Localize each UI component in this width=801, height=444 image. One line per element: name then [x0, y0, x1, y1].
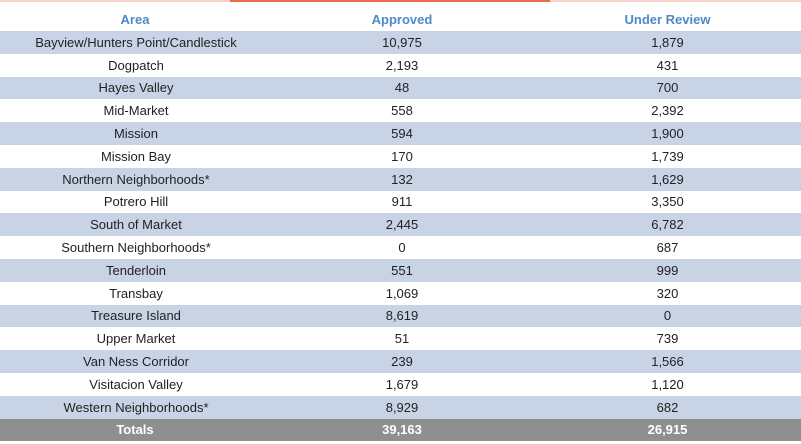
approved-cell: 911	[270, 190, 534, 214]
approved-cell: 2,445	[270, 213, 534, 237]
under-review-cell: 1,120	[534, 372, 801, 396]
under-review-cell: 0	[534, 304, 801, 328]
area-cell: Transbay	[0, 281, 270, 305]
under-review-cell: 3,350	[534, 190, 801, 214]
table-row: Treasure Island 8,619 0	[0, 304, 801, 328]
approved-cell: 8,929	[270, 395, 534, 419]
approved-cell: 10,975	[270, 31, 534, 54]
approved-cell: 48	[270, 76, 534, 100]
approved-cell: 51	[270, 327, 534, 351]
area-cell: Hayes Valley	[0, 76, 270, 100]
area-cell: Tenderloin	[0, 258, 270, 282]
area-cell: Southern Neighborhoods*	[0, 236, 270, 259]
housing-pipeline-table: Area Approved Under Review Bayview/Hunte…	[0, 8, 801, 441]
table-row: South of Market 2,445 6,782	[0, 213, 801, 237]
table-body: Bayview/Hunters Point/Candlestick 10,975 1…	[0, 31, 801, 419]
area-cell: Dogpatch	[0, 53, 270, 77]
approved-cell: 8,619	[270, 304, 534, 328]
totals-row: Totals 39,163 26,915	[0, 418, 801, 441]
under-review-cell: 1,566	[534, 350, 801, 373]
table-row: Mission Bay 170 1,739	[0, 144, 801, 168]
approved-cell: 558	[270, 99, 534, 123]
area-cell: Visitacion Valley	[0, 372, 270, 396]
table-row: Bayview/Hunters Point/Candlestick 10,975 1…	[0, 31, 801, 54]
under-review-cell: 700	[534, 76, 801, 100]
approved-cell: 1,679	[270, 372, 534, 396]
table-row: Potrero Hill 911 3,350	[0, 190, 801, 214]
table-row: Tenderloin 551 999	[0, 258, 801, 282]
approved-cell: 132	[270, 167, 534, 191]
column-header-approved[interactable]: Approved	[270, 8, 534, 31]
under-review-cell: 1,879	[534, 31, 801, 54]
table-row: Dogpatch 2,193 431	[0, 53, 801, 77]
under-review-cell: 1,629	[534, 167, 801, 191]
table-row: Mid-Market 558 2,392	[0, 99, 801, 123]
approved-cell: 1,069	[270, 281, 534, 305]
totals-label: Totals	[0, 418, 270, 441]
area-cell: Potrero Hill	[0, 190, 270, 214]
under-review-cell: 2,392	[534, 99, 801, 123]
table-row: Mission 594 1,900	[0, 122, 801, 145]
under-review-cell: 431	[534, 53, 801, 77]
approved-cell: 551	[270, 258, 534, 282]
under-review-cell: 999	[534, 258, 801, 282]
area-cell: Mission	[0, 122, 270, 145]
area-cell: Upper Market	[0, 327, 270, 351]
area-cell: Treasure Island	[0, 304, 270, 328]
area-cell: Mid-Market	[0, 99, 270, 123]
totals-approved: 39,163	[270, 418, 534, 441]
column-header-under-review[interactable]: Under Review	[534, 8, 801, 31]
approved-cell: 0	[270, 236, 534, 259]
approved-cell: 2,193	[270, 53, 534, 77]
under-review-cell: 1,739	[534, 144, 801, 168]
area-cell: Bayview/Hunters Point/Candlestick	[0, 31, 270, 54]
table-row: Northern Neighborhoods* 132 1,629	[0, 167, 801, 191]
under-review-cell: 739	[534, 327, 801, 351]
approved-cell: 239	[270, 350, 534, 373]
table-row: Western Neighborhoods* 8,929 682	[0, 395, 801, 419]
approved-cell: 594	[270, 122, 534, 145]
under-review-cell: 687	[534, 236, 801, 259]
table-row: Upper Market 51 739	[0, 327, 801, 351]
area-cell: South of Market	[0, 213, 270, 237]
under-review-cell: 1,900	[534, 122, 801, 145]
table-row: Southern Neighborhoods* 0 687	[0, 236, 801, 259]
area-cell: Van Ness Corridor	[0, 350, 270, 373]
under-review-cell: 682	[534, 395, 801, 419]
area-cell: Northern Neighborhoods*	[0, 167, 270, 191]
approved-cell: 170	[270, 144, 534, 168]
table-row: Hayes Valley 48 700	[0, 76, 801, 100]
table-header-row: Area Approved Under Review	[0, 8, 801, 31]
top-accent-line-dark	[230, 0, 550, 2]
area-cell: Mission Bay	[0, 144, 270, 168]
under-review-cell: 6,782	[534, 213, 801, 237]
table-row: Visitacion Valley 1,679 1,120	[0, 372, 801, 396]
table-row: Transbay 1,069 320	[0, 281, 801, 305]
under-review-cell: 320	[534, 281, 801, 305]
table-row: Van Ness Corridor 239 1,566	[0, 350, 801, 373]
totals-under-review: 26,915	[534, 418, 801, 441]
column-header-area[interactable]: Area	[0, 8, 270, 31]
area-cell: Western Neighborhoods*	[0, 395, 270, 419]
